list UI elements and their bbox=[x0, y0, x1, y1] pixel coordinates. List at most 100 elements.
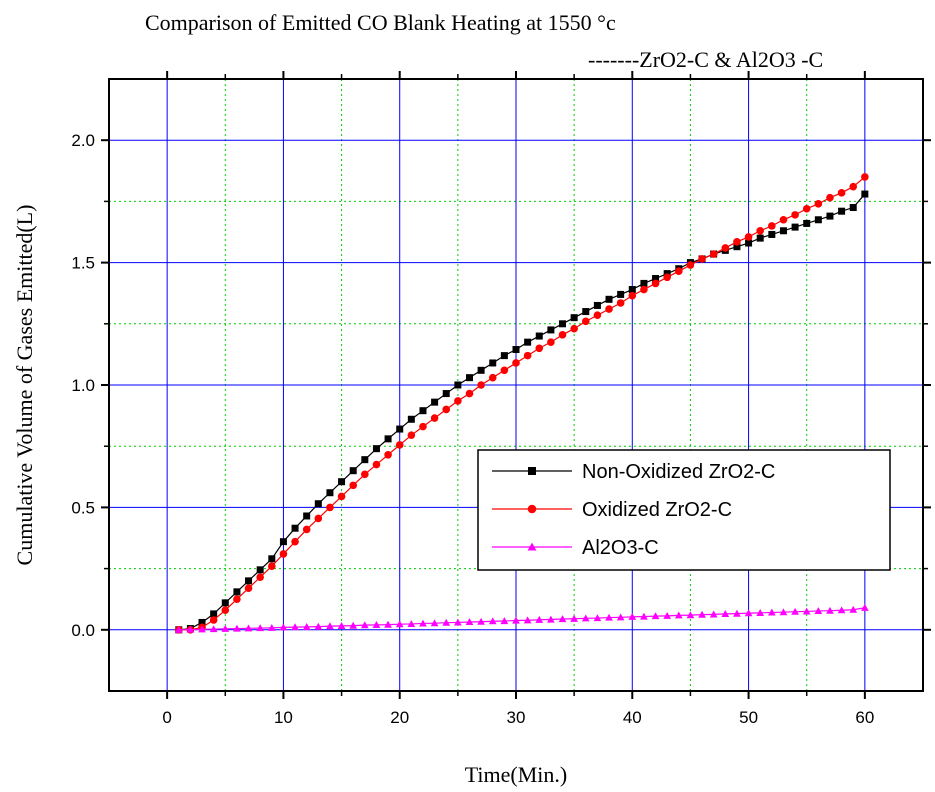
data-point-triangle bbox=[442, 618, 451, 626]
data-point-circle bbox=[209, 616, 218, 624]
data-point-square bbox=[221, 599, 229, 607]
data-point-square bbox=[814, 216, 822, 224]
chart-subtitle: -------ZrO2-C & Al2O3 -C bbox=[588, 47, 823, 72]
data-point-circle bbox=[314, 514, 323, 523]
data-point-circle bbox=[837, 189, 846, 197]
data-point-square bbox=[396, 425, 404, 433]
data-point-circle bbox=[326, 503, 334, 512]
data-point-triangle bbox=[733, 609, 741, 617]
data-point-circle bbox=[523, 351, 532, 360]
legend-item: Al2O3-C bbox=[492, 537, 659, 559]
data-point-triangle bbox=[791, 607, 799, 615]
data-point-triangle bbox=[395, 620, 404, 628]
data-point-circle bbox=[384, 450, 392, 459]
data-point-circle bbox=[349, 481, 358, 490]
data-point-square bbox=[454, 381, 462, 389]
data-point-triangle bbox=[174, 625, 183, 633]
data-point-triangle bbox=[527, 542, 537, 551]
data-point-triangle bbox=[744, 609, 753, 617]
data-point-triangle bbox=[454, 618, 462, 626]
data-point-triangle bbox=[698, 610, 706, 618]
data-point-triangle bbox=[279, 623, 288, 631]
data-point-triangle bbox=[581, 614, 590, 622]
data-point-circle bbox=[395, 441, 404, 449]
data-point-triangle bbox=[244, 624, 253, 632]
data-point-triangle bbox=[535, 615, 544, 623]
legend-label: Non-Oxidized ZrO2-C bbox=[582, 461, 775, 483]
data-point-square bbox=[245, 577, 253, 585]
data-point-triangle bbox=[233, 624, 241, 632]
data-point-triangle bbox=[628, 612, 637, 620]
x-tick-label: 40 bbox=[623, 708, 642, 727]
data-point-circle bbox=[721, 244, 730, 252]
data-point-triangle bbox=[477, 617, 485, 625]
data-point-circle bbox=[477, 381, 485, 389]
data-point-circle bbox=[686, 261, 695, 269]
data-point-circle bbox=[244, 584, 253, 592]
data-point-triangle bbox=[221, 624, 230, 632]
data-point-circle bbox=[605, 305, 613, 313]
data-point-square bbox=[407, 415, 415, 423]
data-point-circle bbox=[558, 331, 567, 339]
data-point-circle bbox=[791, 211, 799, 219]
data-point-circle bbox=[570, 324, 578, 333]
data-point-circle bbox=[744, 233, 753, 241]
data-point-triangle bbox=[709, 610, 718, 618]
data-point-circle bbox=[291, 537, 299, 546]
data-point-triangle bbox=[209, 625, 218, 633]
data-point-circle bbox=[616, 299, 625, 307]
y-tick-labels: 0.0 0.5 1.0 1.5 2.0 bbox=[71, 131, 95, 640]
data-point-square bbox=[349, 467, 357, 475]
data-point-circle bbox=[221, 606, 230, 615]
data-point-square bbox=[779, 227, 787, 235]
data-point-triangle bbox=[605, 613, 613, 621]
y-tick-label: 1.5 bbox=[71, 254, 95, 273]
data-point-triangle bbox=[616, 613, 625, 621]
data-point-triangle bbox=[512, 616, 520, 624]
data-point-square bbox=[605, 295, 613, 303]
data-point-triangle bbox=[547, 615, 555, 623]
legend-item: Oxidized ZrO2-C bbox=[492, 499, 732, 521]
x-tick-label: 60 bbox=[855, 708, 874, 727]
data-point-square bbox=[268, 555, 276, 563]
data-point-square bbox=[256, 566, 264, 574]
data-point-square bbox=[361, 456, 369, 464]
data-point-square bbox=[303, 512, 311, 520]
data-point-circle bbox=[279, 550, 288, 558]
data-point-circle bbox=[419, 422, 427, 431]
y-tick-label: 1.0 bbox=[71, 376, 95, 395]
data-point-triangle bbox=[256, 624, 265, 632]
data-point-triangle bbox=[779, 608, 788, 616]
data-point-triangle bbox=[186, 625, 195, 633]
data-point-square bbox=[512, 346, 520, 354]
data-point-square bbox=[419, 407, 427, 415]
x-tick-label: 10 bbox=[274, 708, 293, 727]
data-point-circle bbox=[675, 267, 683, 275]
x-axis-title: Time(Min.) bbox=[465, 762, 567, 787]
data-point-triangle bbox=[523, 616, 532, 624]
data-point-triangle bbox=[640, 612, 648, 620]
data-point-triangle bbox=[837, 606, 846, 614]
y-tick-label: 2.0 bbox=[71, 131, 95, 150]
x-tick-label: 0 bbox=[162, 708, 171, 727]
y-tick-label: 0.5 bbox=[71, 498, 95, 517]
data-point-triangle bbox=[686, 611, 695, 619]
data-point-square bbox=[745, 239, 753, 247]
data-point-circle bbox=[698, 255, 706, 263]
data-point-square bbox=[326, 489, 334, 497]
x-tick-labels: 0 10 20 30 40 50 60 bbox=[162, 708, 874, 727]
data-point-triangle bbox=[849, 605, 858, 613]
data-point-circle bbox=[465, 389, 474, 398]
data-point-triangle bbox=[558, 615, 567, 623]
data-point-triangle bbox=[488, 617, 497, 625]
data-point-square bbox=[198, 618, 206, 626]
data-point-triangle bbox=[861, 603, 869, 611]
data-point-square bbox=[465, 374, 473, 382]
data-point-triangle bbox=[314, 622, 323, 630]
data-point-triangle bbox=[802, 607, 811, 615]
data-point-triangle bbox=[407, 620, 416, 628]
data-point-square bbox=[372, 445, 380, 453]
data-point-triangle bbox=[360, 621, 369, 629]
data-point-square bbox=[768, 230, 776, 238]
data-point-circle bbox=[407, 431, 416, 439]
